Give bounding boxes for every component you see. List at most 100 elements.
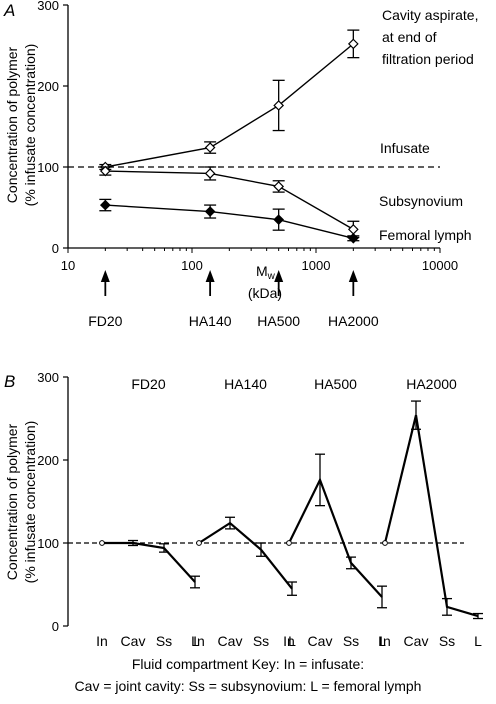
- error-bar: [442, 597, 452, 616]
- panel-a-x-tick-label: 10000: [422, 258, 458, 273]
- panel-b-axes: [67, 377, 464, 626]
- group-title: FD20: [131, 376, 165, 392]
- data-point: [273, 181, 285, 192]
- panel-a-arrow-ha2000: HA2000: [328, 270, 379, 329]
- data-point: [347, 232, 359, 244]
- panel-a-x-tick-label: 10: [61, 258, 75, 273]
- panel-a-series-femoral-lymph: [99, 198, 360, 244]
- panel-a-y-tick-label: 100: [37, 160, 59, 175]
- category-label: In: [379, 633, 391, 649]
- panel-b-key-line1: Fluid compartment Key: In = infusate:: [132, 656, 364, 672]
- error-bar: [287, 581, 297, 596]
- panel-a-ylabel-line1: Concentration of polymer: [4, 46, 20, 203]
- panel-b-group-ha500: HA500 In Cav Ss L: [283, 376, 387, 649]
- panel-a-series-labels: Cavity aspirate, at end of filtration peri…: [379, 7, 478, 243]
- panel-a-arrow-ha500: HA500: [257, 270, 300, 329]
- group-line: [102, 541, 196, 583]
- group-title: HA140: [224, 376, 267, 392]
- error-bar: [225, 516, 235, 530]
- panel-a-series: [68, 29, 440, 244]
- group-line: [383, 414, 479, 618]
- category-label: Ss: [343, 633, 359, 649]
- panel-a-ylabel-line2: (% infusate concentration): [22, 44, 38, 207]
- panel-a-y-tick-label: 300: [37, 0, 59, 13]
- panel-b-group-fd20: FD20 In Cav Ss L: [96, 376, 200, 649]
- category-label: L: [191, 633, 199, 649]
- category-label: L: [288, 633, 296, 649]
- panel-b-key-line2: Cav = joint cavity: Ss = subsynovium: L …: [75, 678, 422, 694]
- panel-b-y-tick-label: 300: [37, 370, 59, 385]
- infusate-point: [99, 540, 105, 546]
- error-bar: [346, 556, 356, 570]
- panel-b-ylabel-line2: (% infusate concentration): [22, 421, 38, 584]
- panel-a-series-label: Infusate: [380, 140, 430, 156]
- infusate-point: [382, 540, 388, 546]
- category-label: Cav: [218, 633, 243, 649]
- panel-a-axes: [67, 5, 440, 249]
- panel-b-group-ha2000: HA2000 In Cav Ss L: [379, 376, 483, 649]
- panel-a-x-tick-label: 100: [181, 258, 203, 273]
- category-label: In: [96, 633, 108, 649]
- panel-a-x-tick-label: 1000: [302, 258, 331, 273]
- arrow-label: HA2000: [328, 313, 379, 329]
- group-line: [198, 521, 293, 590]
- panel-b: B Concentration of polymer (% infusate c…: [4, 370, 483, 694]
- panel-a-series-subsynovium: [99, 165, 360, 239]
- arrow-label: HA140: [189, 313, 232, 329]
- panel-b-y-tick-label: 0: [52, 619, 59, 634]
- data-point: [347, 38, 359, 50]
- panel-a-label: A: [3, 1, 15, 20]
- panel-b-y-tick-label: 100: [37, 536, 59, 551]
- panel-a-series-label: Femoral lymph: [379, 227, 472, 243]
- series-line: [105, 204, 354, 239]
- panel-a-series-label: at end of: [382, 29, 437, 45]
- category-label: In: [283, 633, 295, 649]
- panel-a-arrow-fd20: FD20: [88, 270, 123, 329]
- panel-a-arrows: FD20 HA140 HA500 HA2000: [88, 270, 379, 329]
- data-point: [204, 206, 216, 217]
- infusate-point: [286, 540, 292, 546]
- series-line: [105, 43, 354, 168]
- panel-a-xlabel: Mw (kDa): [248, 263, 282, 301]
- panel-a-y-ticks: 0 100 200 300: [37, 0, 68, 256]
- category-label: Cav: [121, 633, 146, 649]
- data-point: [99, 165, 111, 177]
- category-label: In: [193, 633, 205, 649]
- group-line: [288, 477, 383, 598]
- panel-a-y-tick-label: 200: [37, 79, 59, 94]
- panel-a-series-cavity-aspirate-at-end-of-filtration-period: [99, 29, 360, 173]
- error-bar: [190, 575, 200, 589]
- data-point: [347, 224, 359, 235]
- data-point: [273, 100, 285, 111]
- panel-b-y-tick-label: 200: [37, 453, 59, 468]
- panel-b-y-ticks: 0 100 200 300: [37, 370, 68, 634]
- category-label: Ss: [253, 633, 269, 649]
- data-point: [99, 199, 111, 211]
- series-line: [105, 170, 354, 230]
- infusate-point: [196, 540, 202, 546]
- data-point: [273, 214, 285, 225]
- category-label: Ss: [439, 633, 455, 649]
- group-title: HA2000: [406, 376, 457, 392]
- panel-b-label: B: [4, 372, 15, 391]
- panel-a-x-ticks: 10 100 1000 10000: [61, 248, 458, 273]
- arrow-head: [100, 270, 110, 282]
- panel-a-arrow-ha140: HA140: [189, 270, 232, 329]
- panel-b-group-ha140: HA140 In Cav Ss L: [193, 376, 297, 649]
- panel-a: A Concentration of polymer (% infusate c…: [3, 0, 478, 329]
- category-label: L: [378, 633, 386, 649]
- data-point: [204, 168, 216, 179]
- error-bar: [128, 539, 138, 547]
- arrow-head: [274, 270, 284, 282]
- category-label: Ss: [156, 633, 172, 649]
- arrow-label: FD20: [88, 313, 122, 329]
- arrow-head: [348, 270, 358, 282]
- panel-a-xlabel-main: Mw: [256, 263, 276, 282]
- panel-b-ylabel-line1: Concentration of polymer: [4, 423, 20, 580]
- category-label: L: [474, 633, 482, 649]
- category-label: Cav: [308, 633, 333, 649]
- error-bar: [159, 543, 169, 553]
- category-label: Cav: [404, 633, 429, 649]
- arrow-label: HA500: [257, 313, 300, 329]
